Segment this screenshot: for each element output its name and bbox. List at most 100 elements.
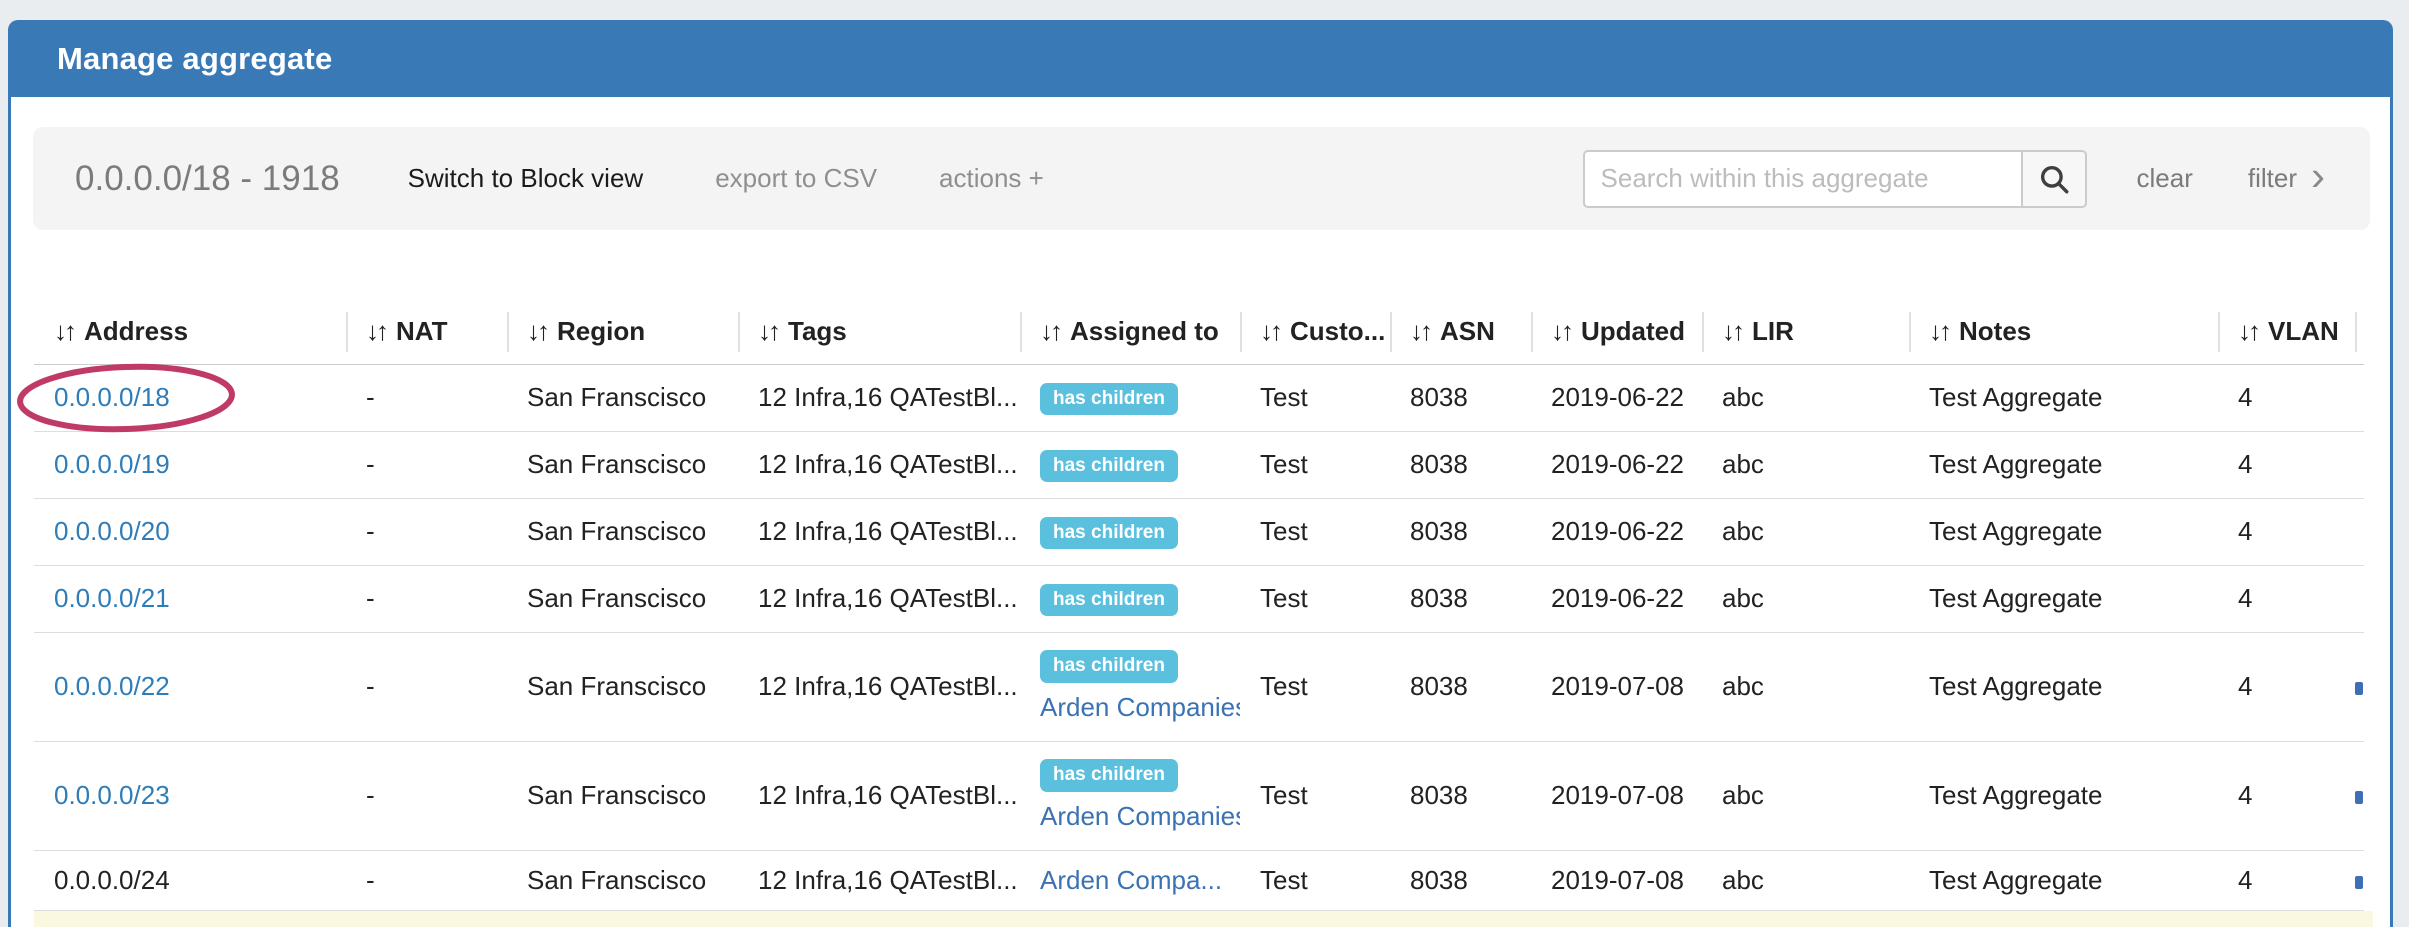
cell-customer: Test xyxy=(1260,864,1308,895)
cell-customer: Test xyxy=(1260,671,1308,701)
cell-tags: 12 Infra,16 QATestBl... xyxy=(758,382,1018,412)
cell-asn: 8038 xyxy=(1410,449,1468,479)
assigned-link[interactable]: Arden Companies xyxy=(1040,800,1240,831)
sort-icon: ↓↑ xyxy=(1260,316,1283,347)
clipped-cell xyxy=(2355,565,2364,632)
cell-vlan: 4 xyxy=(2238,864,2253,895)
cell-nat: - xyxy=(366,516,375,546)
aggregate-table-wrap: ↓↑ Address ↓↑ NAT ↓↑ Region ↓↑ Tags ↓↑ Assign… xyxy=(34,300,2373,911)
cell-vlan: 4 xyxy=(2238,382,2253,412)
column-header-clipped xyxy=(2355,300,2364,364)
page-title: Manage aggregate xyxy=(57,40,333,76)
cell-notes: Test Aggregate xyxy=(1929,864,2103,895)
cell-assigned-to: has children xyxy=(1020,498,1240,565)
cell-notes: Test Aggregate xyxy=(1929,780,2103,810)
filter-link[interactable]: filter › xyxy=(2248,154,2325,196)
cell-nat: - xyxy=(366,864,375,895)
column-header-customer[interactable]: ↓↑ Custo... xyxy=(1240,300,1390,364)
address-link[interactable]: 0.0.0.0/19 xyxy=(54,449,170,479)
cell-assigned-to: has children Arden Companies xyxy=(1020,632,1240,741)
sort-icon: ↓↑ xyxy=(758,316,781,347)
column-header-notes[interactable]: ↓↑ Notes xyxy=(1909,300,2218,364)
column-header-nat[interactable]: ↓↑ NAT xyxy=(346,300,507,364)
column-header-lir[interactable]: ↓↑ LIR xyxy=(1702,300,1909,364)
address-text: 0.0.0.0/24 xyxy=(54,864,170,895)
cell-nat: - xyxy=(366,583,375,613)
clipped-cell xyxy=(2355,431,2364,498)
actions-menu-link[interactable]: actions + xyxy=(939,163,1044,193)
column-header-tags[interactable]: ↓↑ Tags xyxy=(738,300,1020,364)
sort-icon: ↓↑ xyxy=(1040,316,1063,347)
column-header-asn[interactable]: ↓↑ ASN xyxy=(1390,300,1531,364)
cell-lir: abc xyxy=(1722,516,1764,546)
sort-icon: ↓↑ xyxy=(366,316,389,347)
sort-icon: ↓↑ xyxy=(1551,316,1574,347)
search-input[interactable] xyxy=(1582,149,2023,208)
cell-assigned-to: has children Arden Companies xyxy=(1020,741,1240,850)
cell-region: San Franscisco xyxy=(527,449,707,479)
sort-icon: ↓↑ xyxy=(54,316,77,347)
cell-notes: Test Aggregate xyxy=(1929,583,2103,613)
sort-icon: ↓↑ xyxy=(1929,316,1952,347)
cell-updated: 2019-07-08 xyxy=(1551,780,1684,810)
table-row: 0.0.0.0/18 - San Franscisco 12 Infra,16 … xyxy=(34,364,2364,431)
sort-icon: ↓↑ xyxy=(1410,316,1433,347)
table-row: 0.0.0.0/23 - San Franscisco 12 Infra,16 … xyxy=(34,741,2364,850)
address-link[interactable]: 0.0.0.0/20 xyxy=(54,516,170,546)
cell-customer: Test xyxy=(1260,780,1308,810)
cell-updated: 2019-06-22 xyxy=(1551,449,1684,479)
table-header-row: ↓↑ Address ↓↑ NAT ↓↑ Region ↓↑ Tags ↓↑ Assign… xyxy=(34,300,2364,364)
column-header-updated[interactable]: ↓↑ Updated xyxy=(1531,300,1702,364)
cell-vlan: 4 xyxy=(2238,516,2253,546)
column-header-address[interactable]: ↓↑ Address xyxy=(54,316,189,347)
cell-lir: abc xyxy=(1722,583,1764,613)
clipped-cell xyxy=(2355,632,2364,741)
has-children-badge: has children xyxy=(1040,382,1178,416)
cell-assigned-to: Arden Compa... xyxy=(1020,850,1240,910)
address-link[interactable]: 0.0.0.0/22 xyxy=(54,671,170,701)
column-header-assigned-to[interactable]: ↓↑ Assigned to xyxy=(1020,300,1240,364)
column-header-region[interactable]: ↓↑ Region xyxy=(507,300,738,364)
cell-lir: abc xyxy=(1722,780,1764,810)
clipped-cell xyxy=(2355,364,2364,431)
cell-tags: 12 Infra,16 QATestBl... xyxy=(758,864,1018,895)
table-row: 0.0.0.0/19 - San Franscisco 12 Infra,16 … xyxy=(34,431,2364,498)
assigned-link[interactable]: Arden Compa... xyxy=(1040,864,1223,895)
cell-vlan: 4 xyxy=(2238,583,2253,613)
cell-assigned-to: has children xyxy=(1020,364,1240,431)
search-button[interactable] xyxy=(2022,149,2087,208)
cell-lir: abc xyxy=(1722,671,1764,701)
cell-notes: Test Aggregate xyxy=(1929,516,2103,546)
cell-address: 0.0.0.0/20 xyxy=(34,498,346,565)
cell-asn: 8038 xyxy=(1410,516,1468,546)
assigned-link[interactable]: Arden Companies xyxy=(1040,691,1240,722)
cell-customer: Test xyxy=(1260,449,1308,479)
address-link[interactable]: 0.0.0.0/18 xyxy=(54,382,170,412)
clipped-cell xyxy=(2355,741,2364,850)
cell-updated: 2019-07-08 xyxy=(1551,864,1684,895)
cell-notes: Test Aggregate xyxy=(1929,449,2103,479)
truncated-cell-content xyxy=(2355,791,2363,804)
clear-link[interactable]: clear xyxy=(2136,163,2193,193)
export-csv-link[interactable]: export to CSV xyxy=(715,163,878,193)
manage-aggregate-panel: 0.0.0.0/18 - 1918 Switch to Block view e… xyxy=(8,97,2393,927)
cell-region: San Franscisco xyxy=(527,583,707,613)
cell-customer: Test xyxy=(1260,382,1308,412)
cell-tags: 12 Infra,16 QATestBl... xyxy=(758,583,1018,613)
has-children-badge: has children xyxy=(1040,759,1178,792)
cell-updated: 2019-06-22 xyxy=(1551,382,1684,412)
cell-address: 0.0.0.0/22 xyxy=(34,632,346,741)
has-children-badge: has children xyxy=(1040,516,1178,550)
cell-address: 0.0.0.0/21 xyxy=(34,565,346,632)
address-link[interactable]: 0.0.0.0/21 xyxy=(54,583,170,613)
cell-region: San Franscisco xyxy=(527,671,707,701)
table-row: 0.0.0.0/24 - San Franscisco 12 Infra,16 … xyxy=(34,850,2364,910)
sort-icon: ↓↑ xyxy=(2238,316,2261,347)
switch-view-link[interactable]: Switch to Block view xyxy=(407,163,644,193)
cell-assigned-to: has children xyxy=(1020,431,1240,498)
cell-tags: 12 Infra,16 QATestBl... xyxy=(758,671,1018,701)
cell-address: 0.0.0.0/19 xyxy=(34,431,346,498)
table-row: 0.0.0.0/21 - San Franscisco 12 Infra,16 … xyxy=(34,565,2364,632)
address-link[interactable]: 0.0.0.0/23 xyxy=(54,780,170,810)
column-header-vlan[interactable]: ↓↑ VLAN xyxy=(2218,300,2355,364)
